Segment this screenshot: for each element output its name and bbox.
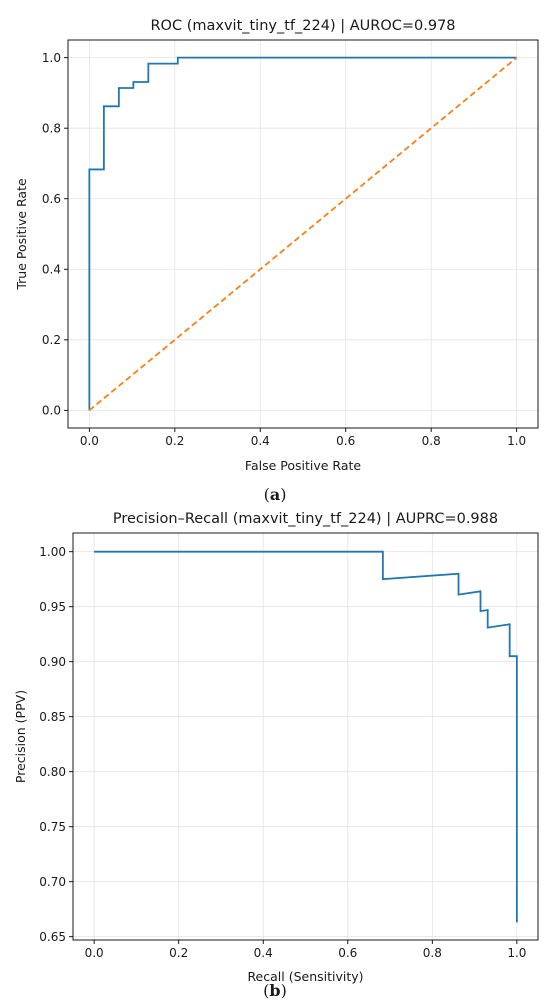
x-axis-label: Recall (Sensitivity): [247, 969, 363, 984]
y-tick-label: 0.70: [39, 875, 66, 889]
caption-letter: b: [269, 981, 280, 1000]
chart-title: ROC (maxvit_tiny_tf_224) | AUROC=0.978: [150, 18, 455, 34]
x-axis-label: False Positive Rate: [245, 458, 361, 473]
x-tick-label: 0.2: [169, 946, 188, 960]
y-tick-label: 0.0: [42, 404, 61, 418]
x-tick-label: 1.0: [507, 434, 526, 448]
chart-panel-b: 0.0 0.2 0.4 0.6 0.8 1.0 0.65 0.70 0.75 0.80 0.85 0.…: [13, 511, 539, 1000]
y-axis-label: Precision (PPV): [13, 690, 28, 783]
y-tick-label: 0.6: [42, 192, 61, 206]
x-tick-label: 0.0: [80, 434, 99, 448]
figure-caption: (a): [264, 485, 287, 504]
y-tick-label: 1.00: [39, 545, 66, 559]
y-tick-label: 0.8: [42, 121, 61, 135]
x-tick-label: 0.2: [165, 434, 184, 448]
chart-panel-a: 0.0 0.2 0.4 0.6 0.8 1.0 0.0 0.2 0.4 0.6 0.8 1.0 ROC …: [14, 18, 539, 504]
caption-close-paren: ): [280, 485, 286, 504]
y-tick-label: 0.80: [39, 765, 66, 779]
x-tick-label: 0.8: [423, 946, 442, 960]
caption-close-paren: ): [281, 981, 287, 1000]
curve-line: [88, 56, 517, 411]
caption-open-paren: (: [263, 981, 269, 1000]
y-tick-label: 0.85: [39, 710, 66, 724]
x-tick-label: 0.6: [336, 434, 355, 448]
y-tick-label: 0.95: [39, 600, 66, 614]
caption-open-paren: (: [264, 485, 270, 504]
y-tick-label: 0.75: [39, 820, 66, 834]
x-tick-label: 0.4: [251, 434, 270, 448]
y-tick-label: 0.2: [42, 333, 61, 347]
y-tick-label: 0.4: [42, 262, 61, 276]
chance-diagonal-line: [88, 56, 518, 412]
y-tick-label: 0.90: [39, 655, 66, 669]
figure-caption: (b): [263, 981, 287, 1000]
x-tick-label: 0.8: [422, 434, 441, 448]
x-tick-label: 1.0: [507, 946, 526, 960]
y-tick-label: 0.65: [39, 930, 66, 944]
x-tick-label: 0.0: [85, 946, 104, 960]
x-tick-label: 0.6: [338, 946, 357, 960]
y-tick-label: 1.0: [42, 51, 61, 65]
y-axis-label: True Positive Rate: [14, 178, 29, 291]
plot-frame: [67, 39, 539, 429]
curve-line: [94, 550, 518, 923]
caption-letter: a: [270, 485, 280, 504]
chart-title: Precision–Recall (maxvit_tiny_tf_224) | …: [113, 511, 498, 527]
x-tick-label: 0.4: [254, 946, 273, 960]
plot-frame: [72, 532, 539, 941]
